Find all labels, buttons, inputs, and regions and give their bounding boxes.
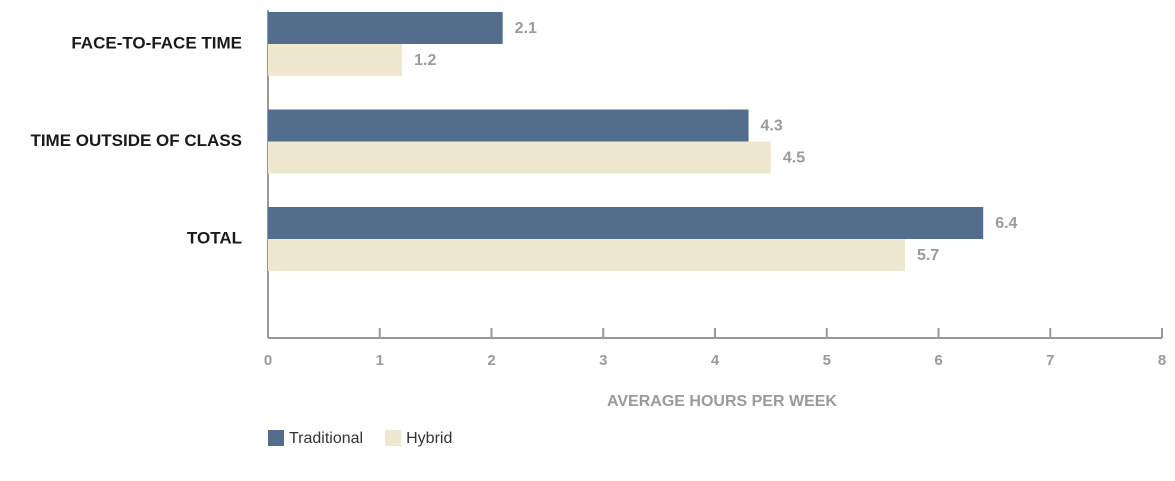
bar <box>268 207 984 239</box>
x-tick-label: 4 <box>711 352 720 369</box>
x-tick-label: 7 <box>1046 352 1054 369</box>
bar <box>268 12 503 44</box>
data-label: 6.4 <box>995 215 1017 232</box>
bar <box>268 44 403 76</box>
data-label: 1.2 <box>414 52 436 69</box>
x-tick-label: 0 <box>264 352 272 369</box>
bar <box>268 239 905 271</box>
legend-swatch <box>268 430 284 446</box>
x-tick-label: 6 <box>934 352 942 369</box>
data-label: 4.3 <box>761 118 783 135</box>
data-label: 4.5 <box>783 150 805 167</box>
legend-label: Hybrid <box>406 430 452 447</box>
data-label: 5.7 <box>917 247 939 264</box>
data-label: 2.1 <box>515 20 537 37</box>
x-tick-label: 8 <box>1158 352 1166 369</box>
legend-label: Traditional <box>289 430 363 447</box>
category-label: TIME OUTSIDE OF CLASS <box>30 131 242 150</box>
legend-swatch <box>385 430 402 446</box>
bar <box>268 109 749 142</box>
x-tick-label: 5 <box>823 352 831 369</box>
x-tick-label: 1 <box>376 352 384 369</box>
x-axis-label: AVERAGE HOURS PER WEEK <box>607 393 837 410</box>
x-tick-label: 2 <box>487 352 495 369</box>
bar <box>268 141 771 174</box>
category-label: FACE-TO-FACE TIME <box>71 33 242 52</box>
category-label: TOTAL <box>187 228 242 247</box>
x-tick-label: 3 <box>599 352 607 369</box>
